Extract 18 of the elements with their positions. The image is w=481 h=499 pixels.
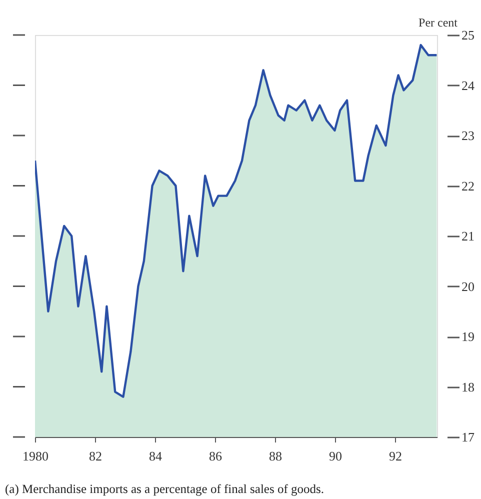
x-tick-label: 88 bbox=[269, 448, 282, 464]
y-tick-label: 22 bbox=[462, 178, 474, 194]
y-tick-label: 20 bbox=[462, 278, 474, 294]
x-tick-label: 90 bbox=[329, 448, 342, 464]
text: (a) Merchandise imports as a percentage of final sales of goods. bbox=[5, 482, 324, 496]
x-tick-label: 92 bbox=[389, 448, 402, 464]
x-tick-label: 86 bbox=[209, 448, 222, 464]
x-tick-label: 82 bbox=[89, 448, 102, 464]
y-axis-title: Per cent bbox=[418, 16, 458, 30]
y-tick-label: 25 bbox=[462, 28, 474, 42]
y-tick-label: 18 bbox=[462, 379, 474, 394]
x-tick-label: 84 bbox=[149, 448, 162, 464]
y-tick-label: 21 bbox=[462, 228, 474, 244]
y-tick-label: 24 bbox=[462, 78, 475, 93]
y-tick-label: 19 bbox=[462, 329, 474, 344]
y-tick-label: 17 bbox=[462, 430, 475, 444]
x-tick-label: 1980 bbox=[22, 448, 48, 464]
y-tick-label: 23 bbox=[462, 128, 474, 143]
